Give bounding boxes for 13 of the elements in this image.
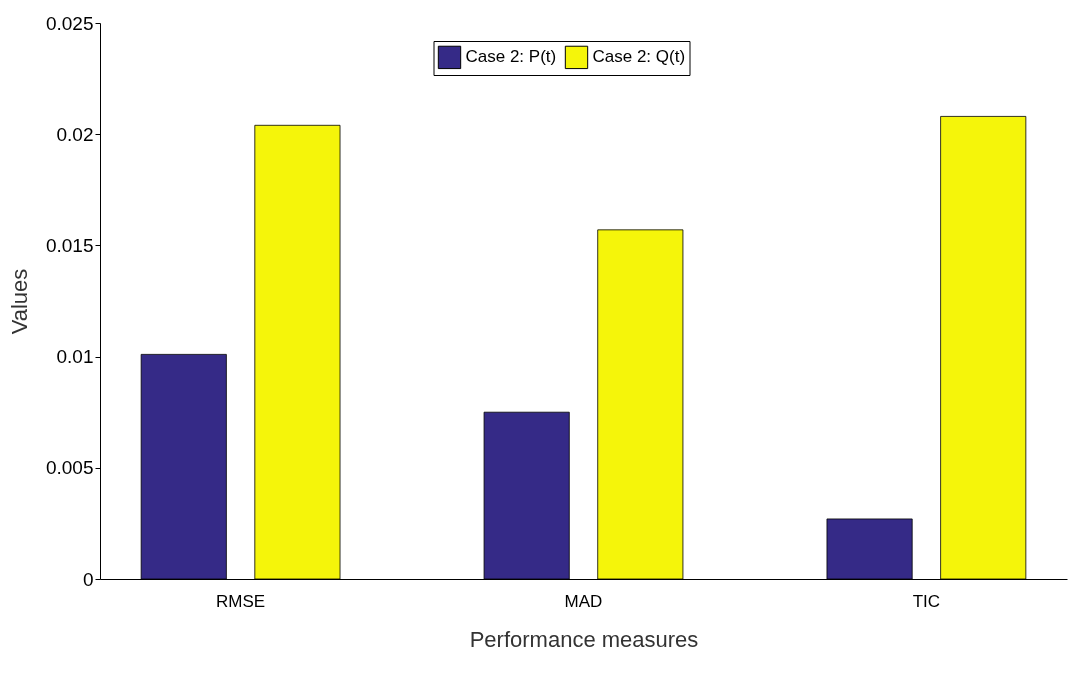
x-tick-label: RMSE <box>216 591 266 611</box>
y-axis-title: Values <box>6 268 32 335</box>
y-tick-label: 0.015 <box>45 234 94 256</box>
y-tick-label: 0.01 <box>56 346 94 368</box>
x-axis-title: Performance measures <box>469 626 699 652</box>
legend-label: Case 2: Q(t) <box>592 47 686 67</box>
y-tick-label: 0.02 <box>56 123 94 145</box>
legend-label: Case 2: P(t) <box>465 47 557 67</box>
x-tick-label: TIC <box>912 591 941 611</box>
y-tick-label: 0.025 <box>45 12 94 34</box>
y-tick-label: 0.005 <box>45 457 94 479</box>
y-tick-label: 0 <box>82 568 94 590</box>
x-tick-label: MAD <box>564 591 603 611</box>
